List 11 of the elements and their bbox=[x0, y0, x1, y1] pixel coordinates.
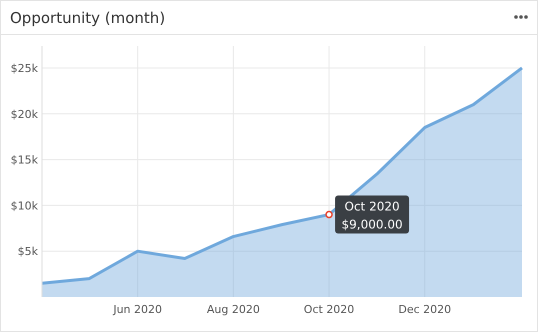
y-tick-label: $10k bbox=[10, 199, 39, 212]
x-tick-label: Oct 2020 bbox=[304, 303, 354, 316]
y-tick-label: $15k bbox=[10, 154, 39, 167]
annotation: Oct 2020 $9,000.00 bbox=[342, 200, 403, 232]
y-tick-label: $20k bbox=[10, 108, 39, 121]
x-tick-label: Aug 2020 bbox=[206, 303, 260, 316]
y-tick-label: $25k bbox=[10, 62, 39, 75]
y-tick-label: $5k bbox=[18, 245, 39, 258]
x-tick-label: Dec 2020 bbox=[398, 303, 452, 316]
x-tick-label: Jun 2020 bbox=[112, 303, 162, 316]
chart-title: Opportunity (month) bbox=[10, 9, 166, 27]
